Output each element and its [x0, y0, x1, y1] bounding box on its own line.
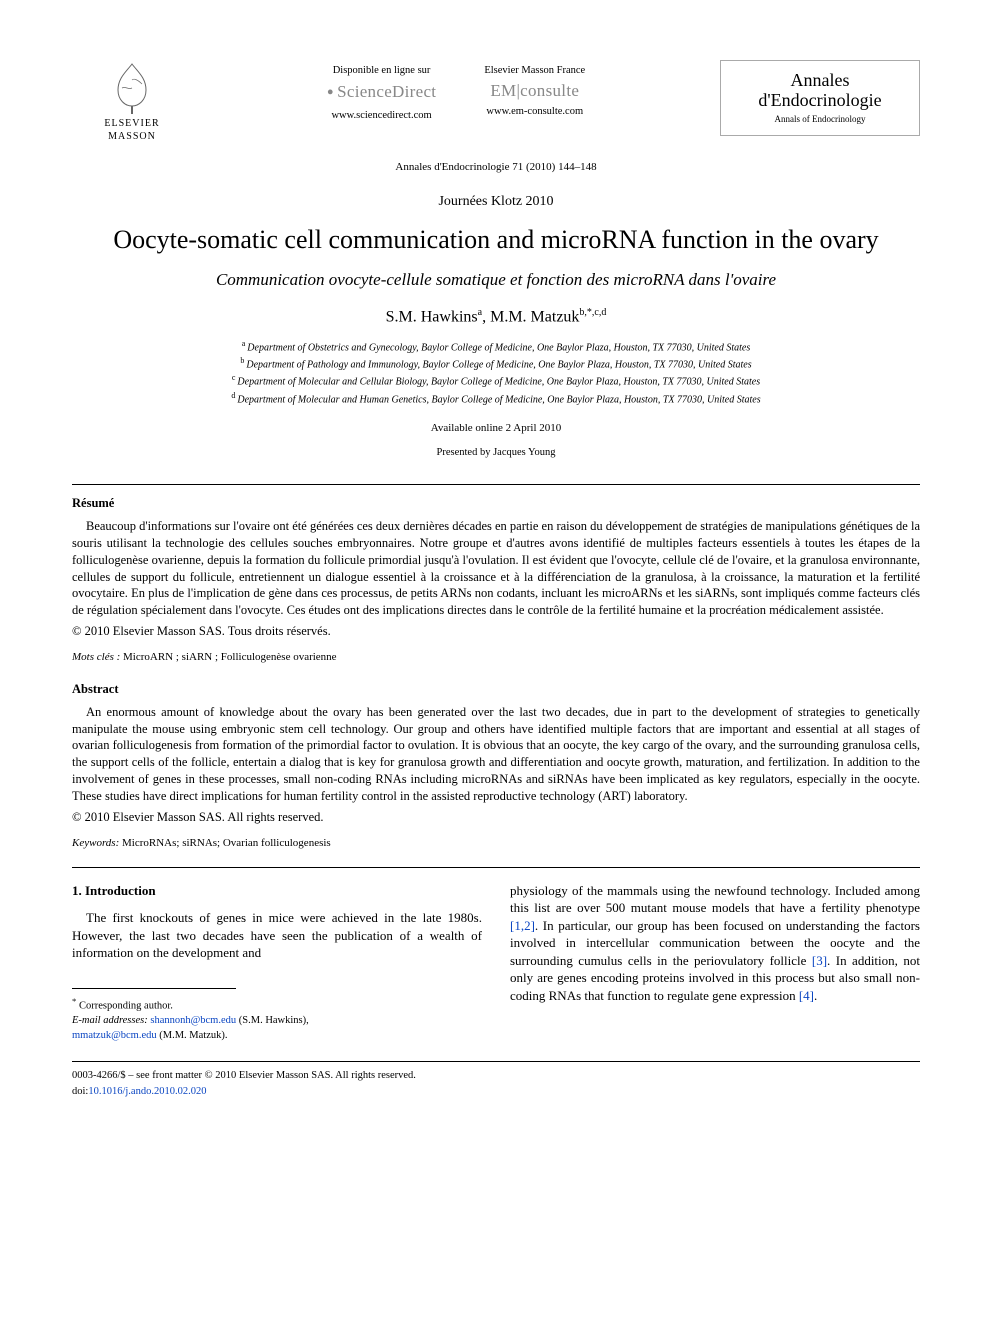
ref-link-3[interactable]: [3]: [812, 953, 827, 968]
emconsulte-tagline: Elsevier Masson France: [484, 64, 585, 78]
emconsulte-block: Elsevier Masson France EM|consulte www.e…: [484, 64, 585, 123]
intro-right-seg1: physiology of the mammals using the newf…: [510, 883, 920, 916]
resume-text: Beaucoup d'informations sur l'ovaire ont…: [72, 518, 920, 619]
intro-right-seg4: .: [814, 988, 817, 1003]
sciencedirect-url[interactable]: www.sciencedirect.com: [327, 109, 437, 123]
abstract-text: An enormous amount of knowledge about th…: [72, 704, 920, 805]
sciencedirect-block: Disponible en ligne sur ScienceDirect ww…: [327, 64, 437, 123]
affiliation-d: dDepartment of Molecular and Human Genet…: [72, 390, 920, 407]
footer-divider: [72, 1061, 920, 1062]
intro-para-right: physiology of the mammals using the newf…: [510, 882, 920, 1005]
resume-keywords: MicroARN ; siARN ; Folliculogenèse ovari…: [123, 651, 337, 663]
ref-link-1-2[interactable]: [1,2]: [510, 918, 535, 933]
publisher-logo-block: ELSEVIER MASSON: [72, 60, 192, 150]
email-addresses-line: E-mail addresses: shannonh@bcm.edu (S.M.…: [72, 1014, 482, 1029]
header-center-links: Disponible en ligne sur ScienceDirect ww…: [192, 60, 720, 123]
footer-block: 0003-4266/$ – see front matter © 2010 El…: [72, 1068, 920, 1100]
email-1-who: (S.M. Hawkins),: [239, 1015, 309, 1026]
abstract-copyright: © 2010 Elsevier Masson SAS. All rights r…: [72, 809, 920, 826]
email-2-who: (M.M. Matzuk).: [159, 1030, 227, 1041]
affiliation-c-text: Department of Molecular and Cellular Bio…: [237, 377, 760, 388]
doi-label: doi:: [72, 1086, 88, 1097]
affiliation-a-text: Department of Obstetrics and Gynecology,…: [247, 342, 750, 353]
abstract-keywords-label: Keywords:: [72, 837, 119, 849]
corresponding-author-note: * Corresponding author.: [72, 995, 482, 1014]
email-addresses-line-2: mmatzuk@bcm.edu (M.M. Matzuk).: [72, 1029, 482, 1044]
email-label: E-mail addresses:: [72, 1015, 148, 1026]
email-link-1[interactable]: shannonh@bcm.edu: [150, 1015, 236, 1026]
journal-name-line2: d'Endocrinologie: [733, 91, 907, 111]
page-header: ELSEVIER MASSON Disponible en ligne sur …: [72, 60, 920, 150]
sciencedirect-tagline: Disponible en ligne sur: [327, 64, 437, 78]
affiliations-block: aDepartment of Obstetrics and Gynecology…: [72, 338, 920, 407]
article-title-en: Oocyte-somatic cell communication and mi…: [72, 222, 920, 257]
ref-link-4[interactable]: [4]: [799, 988, 814, 1003]
corresponding-text: Corresponding author.: [79, 1000, 173, 1011]
abstract-body: An enormous amount of knowledge about th…: [72, 704, 920, 805]
affiliation-b-text: Department of Pathology and Immunology, …: [246, 359, 751, 370]
presented-by: Presented by Jacques Young: [72, 446, 920, 460]
abstract-heading: Abstract: [72, 681, 920, 698]
resume-heading: Résumé: [72, 495, 920, 512]
journal-title-box: Annales d'Endocrinologie Annals of Endoc…: [720, 60, 920, 136]
email-link-2[interactable]: mmatzuk@bcm.edu: [72, 1030, 157, 1041]
doi-link[interactable]: 10.1016/j.ando.2010.02.020: [88, 1086, 206, 1097]
author-2-affil: b,*,c,d: [579, 307, 606, 318]
resume-copyright: © 2010 Elsevier Masson SAS. Tous droits …: [72, 623, 920, 640]
column-right: physiology of the mammals using the newf…: [510, 882, 920, 1044]
divider-top: [72, 484, 920, 485]
emconsulte-brand: EM|consulte: [484, 80, 585, 103]
author-1-affil: a: [478, 307, 482, 318]
affiliation-d-text: Department of Molecular and Human Geneti…: [237, 394, 760, 405]
resume-keywords-line: Mots clés : MicroARN ; siARN ; Folliculo…: [72, 650, 920, 665]
resume-body: Beaucoup d'informations sur l'ovaire ont…: [72, 518, 920, 619]
footnote-separator: [72, 988, 236, 989]
journal-subtitle: Annals of Endocrinology: [733, 113, 907, 125]
available-online-date: Available online 2 April 2010: [72, 421, 920, 436]
author-2: M.M. Matzuk: [490, 308, 579, 325]
affiliation-b: bDepartment of Pathology and Immunology,…: [72, 355, 920, 372]
emconsulte-url[interactable]: www.em-consulte.com: [484, 105, 585, 119]
elsevier-tree-icon: [108, 60, 156, 116]
column-left: 1. Introduction The first knockouts of g…: [72, 882, 482, 1044]
resume-keywords-label: Mots clés :: [72, 651, 120, 663]
affiliation-c: cDepartment of Molecular and Cellular Bi…: [72, 372, 920, 389]
abstract-keywords: MicroRNAs; siRNAs; Ovarian folliculogene…: [122, 837, 331, 849]
publisher-name-line2: MASSON: [108, 131, 156, 142]
body-columns: 1. Introduction The first knockouts of g…: [72, 882, 920, 1044]
article-title-fr: Communication ovocyte-cellule somatique …: [72, 269, 920, 292]
footnotes-block: * Corresponding author. E-mail addresses…: [72, 995, 482, 1044]
abstract-keywords-line: Keywords: MicroRNAs; siRNAs; Ovarian fol…: [72, 836, 920, 851]
authors-line: S.M. Hawkinsa, M.M. Matzukb,*,c,d: [72, 306, 920, 328]
elsevier-masson-logo: ELSEVIER MASSON: [92, 60, 172, 150]
journal-name-line1: Annales: [733, 71, 907, 91]
footer-front-matter: 0003-4266/$ – see front matter © 2010 El…: [72, 1068, 920, 1084]
affiliation-a: aDepartment of Obstetrics and Gynecology…: [72, 338, 920, 355]
citation-line: Annales d'Endocrinologie 71 (2010) 144–1…: [72, 160, 920, 175]
divider-after-abstract: [72, 867, 920, 868]
intro-heading: 1. Introduction: [72, 882, 482, 900]
footer-doi-line: doi:10.1016/j.ando.2010.02.020: [72, 1084, 920, 1100]
conference-name: Journées Klotz 2010: [72, 193, 920, 212]
sciencedirect-brand: ScienceDirect: [327, 80, 437, 107]
publisher-name-line1: ELSEVIER: [104, 118, 159, 129]
author-1: S.M. Hawkins: [386, 308, 478, 325]
intro-para-left: The first knockouts of genes in mice wer…: [72, 909, 482, 962]
